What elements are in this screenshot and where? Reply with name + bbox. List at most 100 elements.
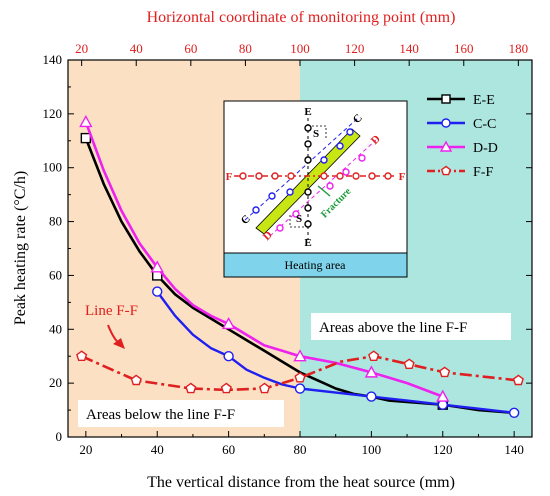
x2-axis-title: Horizontal coordinate of monitoring poin…	[147, 9, 456, 26]
inset-point-cc	[252, 206, 260, 214]
inset-label-f-left: F	[226, 171, 233, 183]
inset-point-ee	[304, 204, 312, 212]
data-point	[130, 374, 142, 386]
x-axis-title: The vertical distance from the heat sour…	[147, 474, 455, 491]
inset-label-e-top: E	[304, 106, 311, 118]
inset-point-cc	[320, 156, 328, 164]
series-c-c	[152, 286, 520, 418]
y-tick-label: 0	[56, 429, 63, 444]
x2-tick-label: 100	[290, 41, 310, 56]
data-point	[364, 365, 379, 378]
data-point	[403, 358, 415, 369]
inset-point-ff	[255, 172, 263, 180]
inset-heating-area-label: Heating area	[285, 258, 347, 272]
data-point	[221, 316, 236, 330]
y-axis-left: 0 20 40 60 80 100 120 140	[43, 52, 532, 444]
legend-marker	[439, 140, 453, 152]
inset-point-ff	[271, 172, 279, 180]
y-tick-label: 20	[49, 375, 62, 390]
x-axis-bottom: 20 40 60 80 100 120 140	[79, 431, 524, 457]
x2-tick-label: 180	[509, 41, 529, 56]
inset-point-ee	[304, 220, 312, 228]
legend-marker	[440, 165, 452, 176]
inset-label-e-bottom: E	[304, 237, 311, 249]
x-tick-label: 20	[79, 442, 92, 457]
inset-point-ee	[304, 156, 312, 164]
inset-s-box-top	[308, 125, 327, 140]
data-point	[150, 260, 164, 273]
y-tick-label: 40	[49, 321, 62, 336]
legend-label: C-C	[473, 117, 496, 132]
svg-text:Areas below the line F-F: Areas below the line F-F	[86, 407, 235, 423]
legend-label: E-E	[473, 93, 495, 108]
data-point	[258, 382, 271, 394]
legend-label: D-D	[473, 141, 498, 156]
inset-point-dd	[326, 182, 334, 190]
inset-point-cc	[336, 142, 344, 150]
x2-tick-label: 80	[239, 41, 252, 56]
inset-border	[223, 100, 408, 278]
x-tick-label: 60	[222, 442, 235, 457]
series-layer	[76, 114, 524, 418]
inset-fracture-bar	[255, 128, 361, 235]
data-point	[80, 132, 92, 144]
data-point	[294, 383, 306, 394]
legend: E-E C-C D-D F-F	[427, 93, 498, 180]
data-point	[439, 366, 451, 378]
inset-point-ff	[352, 172, 360, 180]
region-label-below: Areas below the line F-F	[78, 400, 284, 427]
data-point	[436, 389, 450, 402]
inset-point-cc	[268, 192, 276, 200]
inset-heating-area	[223, 252, 408, 278]
inset-point-ff	[239, 172, 247, 180]
data-point	[152, 286, 163, 297]
x2-tick-label: 140	[399, 41, 419, 56]
inset-point-ff	[384, 172, 392, 180]
data-point	[220, 382, 232, 394]
data-point	[512, 374, 524, 386]
series-d-d	[79, 114, 450, 402]
data-point	[508, 407, 520, 418]
inset-label-s-top: S	[313, 128, 319, 140]
x-tick-label: 80	[294, 442, 307, 457]
x-tick-label: 120	[433, 442, 453, 457]
y-tick-label: 120	[43, 106, 63, 121]
inset-point-ff	[368, 172, 376, 180]
x2-tick-label: 20	[75, 41, 88, 56]
svg-text:Areas above the line F-F: Areas above the line F-F	[319, 320, 467, 336]
x2-tick-label: 160	[454, 41, 474, 56]
data-point	[79, 114, 93, 128]
x2-tick-label: 40	[130, 41, 143, 56]
series-line	[156, 290, 515, 414]
inset-point-dd	[276, 224, 284, 232]
data-point	[294, 371, 306, 383]
x-tick-label: 100	[362, 442, 382, 457]
inset-point-dd	[358, 154, 366, 162]
x-axis-top: 20 40 60 80 100 120 140 160 180	[75, 41, 528, 66]
legend-label: F-F	[473, 165, 493, 180]
y-tick-label: 60	[49, 267, 62, 282]
data-point	[185, 382, 197, 394]
inset-point-ee	[304, 140, 312, 148]
inset-point-ff	[320, 172, 328, 180]
inset-point-ee	[304, 188, 312, 196]
inset-line-cc	[244, 117, 359, 221]
x-tick-label: 140	[504, 442, 524, 457]
data-point	[293, 349, 307, 362]
y-axis-title: Peak heating rate (°C/h)	[12, 171, 29, 325]
inset-label-s-bottom: S	[296, 213, 302, 225]
inset-point-ee	[304, 124, 312, 132]
data-point	[76, 350, 88, 361]
series-f-f	[76, 350, 524, 394]
inset-point-ff	[336, 172, 344, 180]
inset-label-f-right: F	[399, 171, 406, 183]
data-point	[366, 391, 377, 402]
inset-line-dd	[269, 139, 377, 237]
inset-point-ff	[287, 172, 295, 180]
data-point	[223, 351, 234, 362]
inset-s-box-bottom	[289, 214, 308, 228]
inset-point-cc	[346, 128, 354, 136]
y-tick-label: 80	[49, 214, 62, 229]
